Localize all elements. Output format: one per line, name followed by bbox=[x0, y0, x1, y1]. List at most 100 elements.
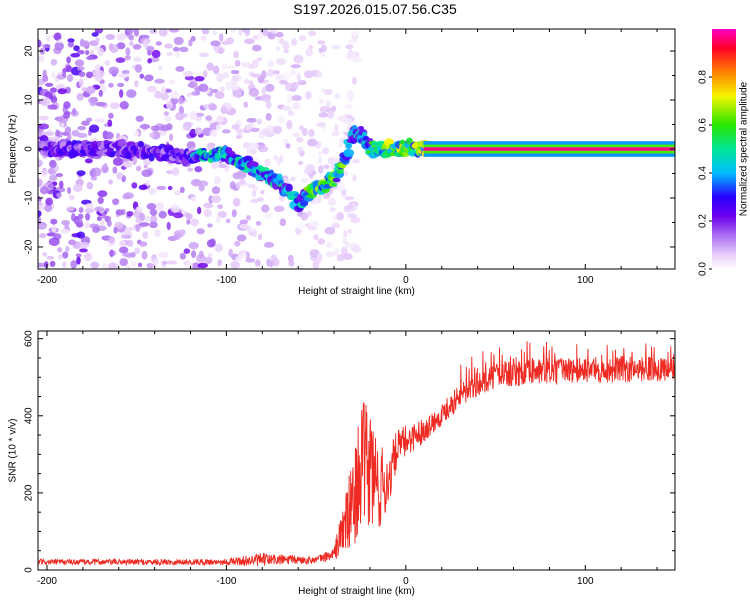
noise-speck bbox=[139, 241, 148, 247]
noise-speck bbox=[230, 260, 240, 269]
noise-speck bbox=[273, 154, 279, 161]
noise-speck bbox=[150, 125, 160, 132]
noise-speck bbox=[226, 65, 237, 70]
y-tick-label: 0 bbox=[24, 567, 35, 573]
noise-speck bbox=[347, 213, 358, 219]
noise-speck bbox=[50, 59, 58, 66]
noise-speck bbox=[154, 78, 165, 84]
colorbar-label: Normalized spectral amplitude bbox=[739, 81, 750, 216]
noise-speck bbox=[105, 33, 115, 41]
noise-speck bbox=[221, 63, 228, 70]
noise-speck bbox=[155, 41, 162, 46]
noise-speck bbox=[85, 71, 94, 79]
noise-speck bbox=[256, 32, 264, 40]
colorbar-tick-label: 0.4 bbox=[698, 166, 709, 180]
noise-speck bbox=[308, 44, 314, 50]
noise-speck bbox=[129, 40, 134, 46]
noise-speck bbox=[86, 55, 94, 61]
ridge-blob bbox=[276, 173, 283, 180]
noise-speck bbox=[287, 254, 294, 263]
noise-speck bbox=[138, 184, 148, 191]
noise-speck bbox=[316, 70, 323, 78]
x-tick-label: -200 bbox=[37, 576, 57, 587]
noise-speck bbox=[244, 78, 250, 85]
noise-speck bbox=[44, 204, 53, 213]
noise-speck bbox=[330, 162, 336, 170]
noise-speck bbox=[336, 254, 345, 262]
noise-speck bbox=[94, 46, 100, 51]
noise-speck bbox=[150, 29, 158, 34]
noise-speck bbox=[307, 225, 317, 231]
noise-speck bbox=[157, 65, 163, 71]
noise-speck bbox=[57, 88, 67, 95]
noise-speck bbox=[43, 131, 55, 136]
noise-speck bbox=[123, 192, 134, 200]
snr-x-axis-label: Height of straight line (km) bbox=[298, 586, 415, 597]
noise-speck bbox=[267, 68, 275, 77]
noise-speck bbox=[248, 80, 254, 87]
noise-speck bbox=[57, 247, 63, 253]
noise-speck bbox=[182, 70, 194, 77]
noise-speck bbox=[38, 115, 49, 121]
noise-speck bbox=[225, 37, 235, 45]
noise-speck bbox=[101, 212, 107, 219]
noise-speck bbox=[133, 130, 140, 137]
noise-speck bbox=[214, 91, 225, 99]
noise-speck bbox=[243, 101, 249, 108]
noise-speck bbox=[71, 213, 76, 222]
noise-speck bbox=[134, 80, 139, 88]
noise-speck bbox=[142, 39, 149, 48]
ridge-blob bbox=[285, 183, 293, 193]
noise-speck bbox=[164, 88, 172, 93]
noise-speck bbox=[70, 53, 81, 58]
noise-speck bbox=[232, 197, 241, 207]
noise-speck bbox=[273, 125, 283, 135]
noise-speck bbox=[137, 262, 143, 268]
noise-speck bbox=[218, 47, 224, 54]
noise-speck bbox=[285, 143, 291, 149]
noise-speck bbox=[112, 157, 124, 166]
noise-speck bbox=[115, 209, 124, 216]
noise-speck bbox=[220, 106, 228, 115]
snr-y-axis-label: SNR (10 * v/v) bbox=[8, 419, 19, 483]
noise-speck bbox=[38, 123, 49, 130]
noise-speck bbox=[98, 89, 103, 97]
noise-speck bbox=[343, 230, 348, 238]
noise-speck bbox=[207, 253, 213, 258]
noise-speck bbox=[108, 262, 119, 269]
noise-speck bbox=[113, 226, 118, 234]
noise-speck bbox=[72, 183, 83, 192]
noise-speck bbox=[252, 44, 262, 52]
noise-speck bbox=[221, 129, 231, 134]
noise-speck bbox=[64, 222, 69, 230]
noise-speck bbox=[48, 237, 60, 246]
noise-speck bbox=[194, 166, 203, 173]
noise-speck bbox=[104, 60, 111, 67]
noise-speck bbox=[133, 29, 140, 37]
noise-speck bbox=[81, 40, 90, 47]
noise-speck bbox=[161, 86, 166, 94]
noise-speck bbox=[149, 132, 155, 138]
noise-speck bbox=[38, 262, 46, 268]
noise-speck bbox=[317, 151, 323, 156]
noise-speck bbox=[296, 222, 306, 230]
noise-speck bbox=[38, 39, 42, 48]
noise-speck bbox=[66, 74, 74, 82]
noise-speck bbox=[166, 260, 178, 265]
noise-speck bbox=[156, 185, 167, 191]
noise-speck bbox=[155, 202, 164, 211]
noise-speck bbox=[164, 43, 173, 49]
noise-speck bbox=[77, 66, 85, 71]
noise-speck bbox=[346, 89, 355, 99]
noise-speck bbox=[78, 207, 84, 213]
noise-speck bbox=[39, 186, 49, 195]
noise-speck bbox=[130, 252, 136, 258]
noise-speck bbox=[216, 115, 225, 123]
noise-speck bbox=[62, 70, 67, 78]
noise-speck bbox=[263, 241, 275, 248]
noise-speck bbox=[303, 168, 313, 175]
noise-speck bbox=[225, 81, 233, 91]
noise-speck bbox=[250, 127, 260, 132]
noise-speck bbox=[352, 245, 362, 253]
noise-speck bbox=[185, 213, 193, 220]
